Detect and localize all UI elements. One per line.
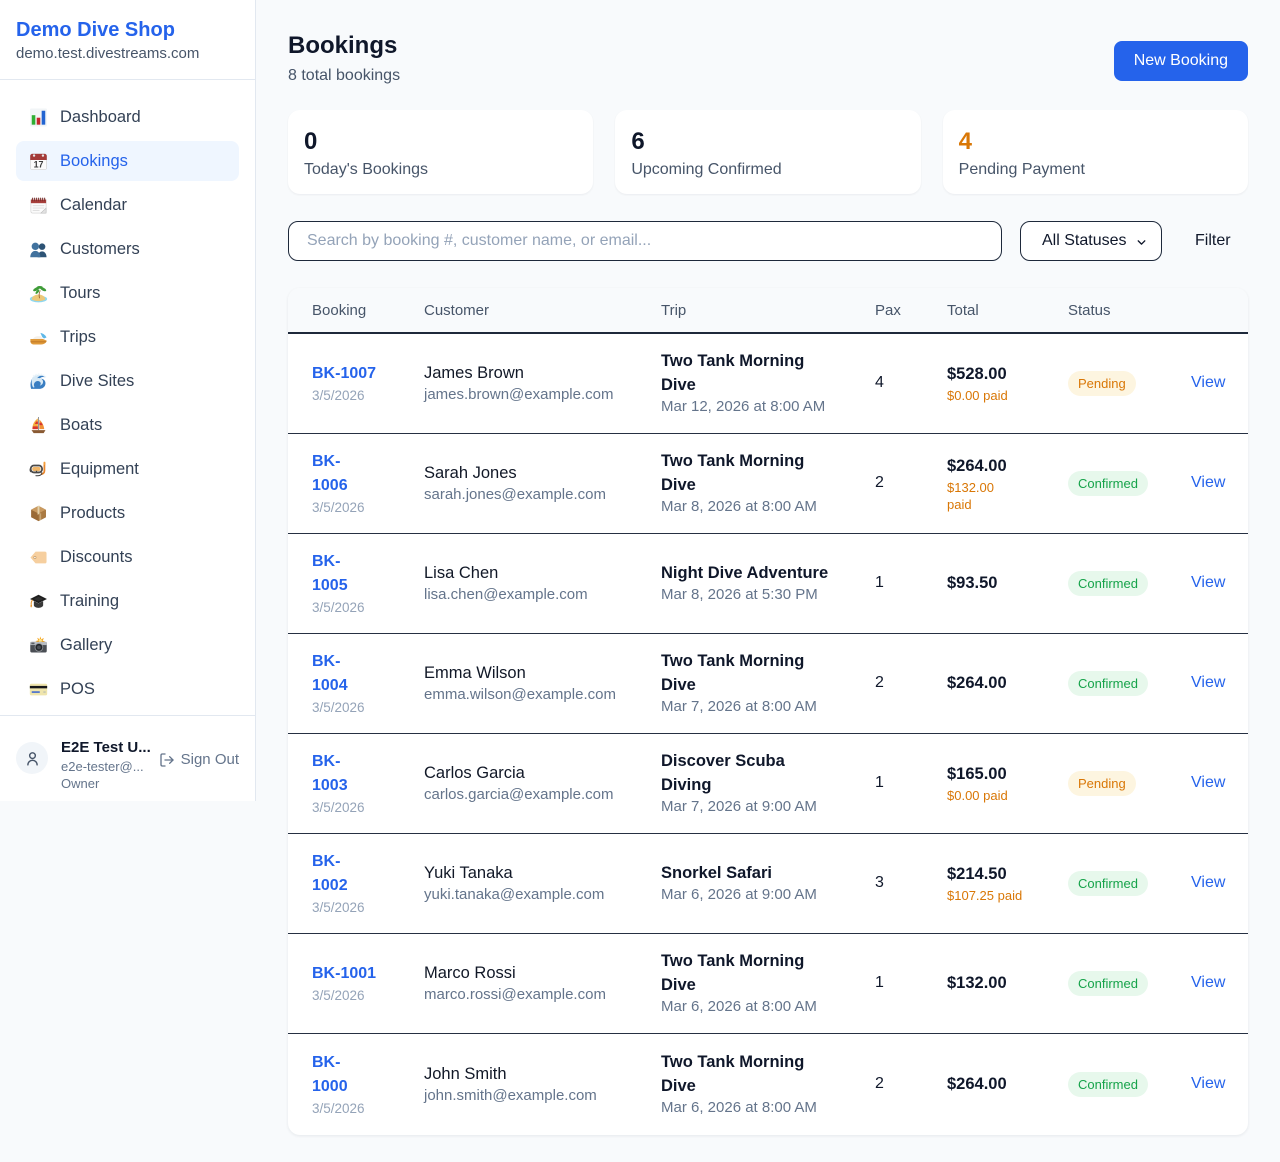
svg-text:17: 17 bbox=[34, 159, 44, 169]
